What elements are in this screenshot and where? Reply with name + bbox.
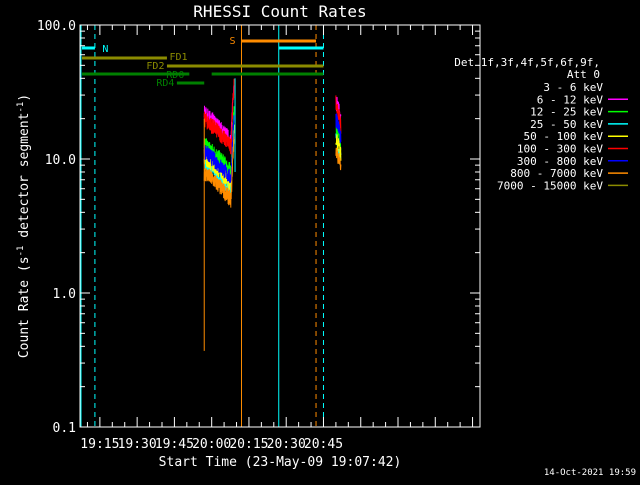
legend-entry-label: 12 - 25 keV: [530, 106, 603, 119]
series-post-6: [335, 113, 342, 144]
legend-entry-label: 300 - 800 keV: [517, 155, 603, 168]
rd4-label: RD4: [156, 78, 174, 89]
footer-timestamp: 14-Oct-2021 19:59: [544, 468, 636, 478]
series-line-2: [203, 106, 235, 179]
x-tick-label: 20:30: [267, 437, 306, 452]
y-axis-ticks: 0.1 1.0 10.0 100.0: [37, 19, 480, 436]
legend-entry-label: 3 - 6 keV: [543, 81, 603, 94]
x-axis-label: Start Time (23-May-09 19:07:42): [159, 455, 402, 470]
y-axis-label: Count Rate (s-1 detector segment-1): [16, 94, 32, 358]
x-tick-label: 19:45: [155, 437, 194, 452]
y-tick-label: 10.0: [45, 153, 76, 168]
rd0-label: RD0: [166, 70, 184, 81]
legend-header-attenuator: Att 0: [567, 68, 600, 81]
series-line-5: [203, 78, 235, 155]
series-post-5: [335, 95, 342, 134]
x-tick-label: 19:30: [118, 437, 157, 452]
x-tick-label: 20:45: [304, 437, 343, 452]
series-line-6: [203, 115, 235, 184]
y-tick-label: 0.1: [53, 421, 76, 436]
fd2-label: FD2: [146, 61, 164, 72]
x-tick-label: 20:00: [192, 437, 231, 452]
legend-entry-label: 50 - 100 keV: [524, 130, 604, 143]
series-line-7: [203, 136, 235, 208]
legend-entry-label: 25 - 50 keV: [530, 118, 603, 131]
x-tick-label: 19:15: [80, 437, 119, 452]
legend-entry-label: 100 - 300 keV: [517, 143, 603, 156]
legend-header-detectors: Det 1f,3f,4f,5f,6f,9f,: [454, 56, 600, 69]
s-label: S: [229, 36, 235, 47]
legend-entry-label: 800 - 7000 keV: [510, 167, 603, 180]
legend-entry-label: 6 - 12 keV: [537, 93, 604, 106]
plot-frame: [79, 24, 481, 428]
fd1-label: FD1: [169, 52, 187, 63]
y-tick-label: 1.0: [53, 287, 76, 302]
series-post-4: [335, 134, 342, 161]
series-post-7: [335, 147, 342, 171]
n-label: N: [102, 44, 108, 55]
legend-entry-label: 7000 - 15000 keV: [497, 179, 603, 192]
x-tick-label: 20:15: [229, 437, 268, 452]
y-tick-label: 100.0: [37, 19, 76, 34]
chart-title: RHESSI Count Rates: [193, 2, 366, 21]
